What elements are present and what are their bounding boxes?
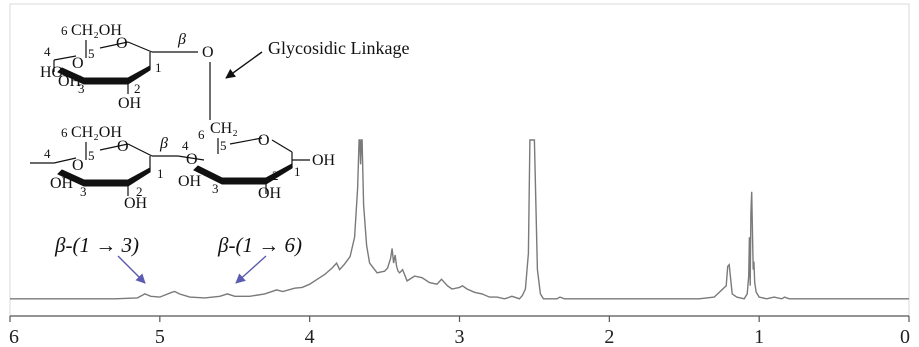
position-label: 1 xyxy=(157,166,164,181)
position-label: 4 xyxy=(44,44,51,59)
residue-bottom-left: 6 CH₂OH O 5 4 O 1 2 3 OH OH β xyxy=(30,124,178,212)
hydroxyl: OH xyxy=(124,195,148,212)
position-label: 4 xyxy=(44,146,51,161)
position-label: 4 xyxy=(182,138,189,153)
bridge-oxygen: O xyxy=(202,44,214,61)
position-label: 3 xyxy=(78,81,85,96)
hydroxyl-ring: O xyxy=(72,55,84,72)
position-label: 1 xyxy=(155,60,162,75)
annotation-arrow xyxy=(117,255,146,284)
beta-label: β xyxy=(177,31,186,48)
x-tick-label: 4 xyxy=(305,326,315,347)
position-label: 1 xyxy=(294,164,301,179)
hydroxyl: OH xyxy=(50,175,74,192)
hydroxyl: OH xyxy=(258,185,282,202)
ch2oh-label: CH₂OH xyxy=(71,124,122,141)
annotation-label: β-(1 → 6) xyxy=(217,233,302,257)
annotation-beta-1-3: β-(1 → 3) xyxy=(54,233,146,284)
position-label: 6 xyxy=(61,125,68,140)
spectrum-line xyxy=(10,139,909,300)
hydroxyl-ring: O xyxy=(72,157,84,174)
x-tick-label: 2 xyxy=(604,326,614,347)
residue-bottom-right: 6 CH₂ O 5 4 O OH 1 2 3 OH OH xyxy=(177,120,336,202)
position-label: 6 xyxy=(198,127,205,142)
annotation-label: β-(1 → 3) xyxy=(54,233,139,257)
annotation-arrow xyxy=(235,255,267,284)
position-label: 5 xyxy=(220,138,227,153)
annotation-beta-1-6: β-(1 → 6) xyxy=(217,233,302,284)
x-axis-ticks: 6 5 4 3 2 1 0 xyxy=(9,316,910,347)
position-label: 3 xyxy=(80,184,87,199)
residue-top: 6 CH₂OH O 5 4 HO O 1 2 3 OH OH β O xyxy=(40,22,214,120)
hydroxyl: OH xyxy=(178,173,202,190)
position-label: 2 xyxy=(136,184,143,199)
position-label: 5 xyxy=(88,46,95,61)
hydroxyl: OH xyxy=(58,73,82,90)
glycosidic-linkage-label: Glycosidic Linkage xyxy=(268,38,409,58)
ring-oxygen: O xyxy=(258,132,270,149)
linkage-arrow xyxy=(225,51,263,79)
plot-area xyxy=(9,3,910,317)
ring-oxygen: O xyxy=(116,35,128,52)
x-tick-label: 1 xyxy=(754,326,764,347)
hydroxyl: OH xyxy=(118,95,142,112)
beta-label: β xyxy=(159,135,168,152)
x-tick-label: 0 xyxy=(900,326,910,347)
x-tick-label: 3 xyxy=(455,326,465,347)
position-label: 3 xyxy=(212,181,219,196)
x-tick-label: 5 xyxy=(155,326,165,347)
ch2oh-label: CH₂OH xyxy=(71,22,122,39)
ch2-label: CH₂ xyxy=(210,120,238,137)
ring-oxygen: O xyxy=(117,138,129,155)
position-label: 2 xyxy=(272,168,279,183)
hydroxyl-ring: O xyxy=(186,151,198,168)
x-tick-label: 6 xyxy=(9,326,19,347)
position-label: 5 xyxy=(88,148,95,163)
hydroxyl: OH xyxy=(312,152,336,169)
hydroxyl: HO xyxy=(40,64,63,81)
glucan-structure: 6 CH₂OH O 5 4 HO O 1 2 3 OH OH β O Gl xyxy=(30,22,409,212)
position-label: 2 xyxy=(134,81,141,96)
position-label: 6 xyxy=(61,23,68,38)
